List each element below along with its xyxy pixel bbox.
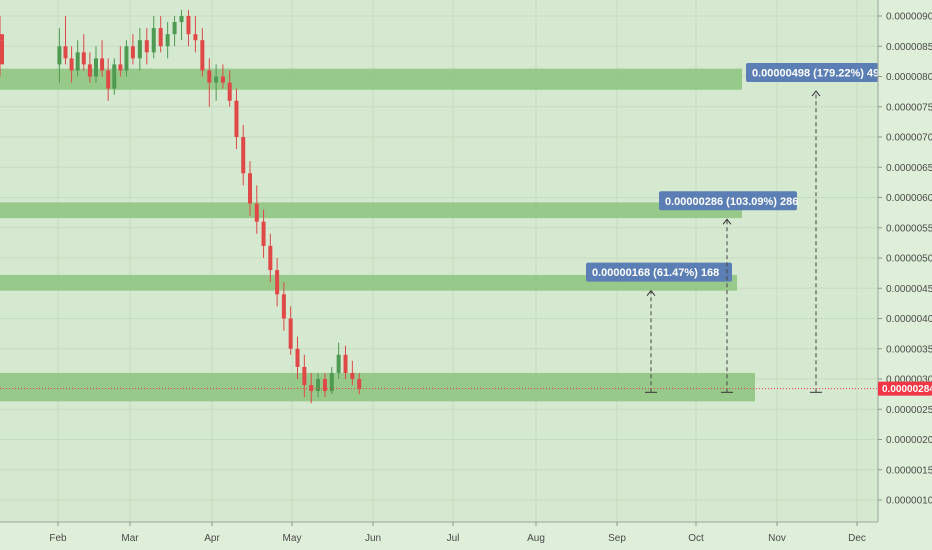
candle-body	[179, 16, 184, 23]
measure-label: 0.00000286 (103.09%) 286	[665, 196, 798, 208]
y-tick-label: 0.00000100	[886, 496, 932, 507]
measure-arrow	[811, 90, 821, 97]
candle-body	[302, 366, 307, 386]
measure-arrow	[722, 218, 732, 225]
candle-body	[165, 34, 170, 47]
zone-band	[0, 274, 737, 291]
x-tick-label: May	[283, 533, 302, 544]
candle-body	[343, 354, 348, 373]
x-tick-label: Jul	[447, 533, 460, 544]
candle-body	[75, 52, 80, 71]
candle-body	[241, 137, 246, 174]
candle-body	[281, 294, 286, 319]
candle-body	[275, 270, 280, 295]
zone-band	[0, 202, 742, 219]
candle-body	[112, 64, 117, 89]
x-tick-label: Apr	[204, 533, 220, 544]
x-tick-label: Aug	[527, 533, 545, 544]
candle-body	[207, 70, 212, 83]
candle-body	[100, 58, 105, 71]
current-price-tag: 0.00000284	[878, 381, 932, 396]
candle-body	[227, 82, 232, 101]
x-tick-label: Sep	[608, 533, 626, 544]
candle-body	[220, 76, 225, 83]
candle-body	[357, 379, 362, 389]
candle-body	[158, 28, 163, 47]
candle-body	[0, 40, 4, 65]
candles	[0, 9, 362, 404]
candle-body	[186, 16, 191, 35]
candle-body	[124, 46, 129, 71]
candle-body	[322, 379, 327, 392]
candle-body	[200, 40, 205, 71]
measure-label-box	[746, 63, 878, 83]
zone-band	[0, 68, 742, 90]
x-tick-label: Dec	[848, 533, 866, 544]
x-tick-label: Nov	[768, 533, 786, 544]
candle-body	[350, 372, 355, 379]
candle-body	[137, 40, 142, 59]
x-axis-ticks: Feb Mar Apr May Jun Jul Aug Sep Oct Nov Dec	[49, 522, 866, 544]
candle-body	[106, 70, 111, 89]
candle-body	[130, 46, 135, 59]
candle-body	[81, 52, 86, 65]
candle-body	[268, 245, 273, 271]
support-resistance-zones	[0, 68, 755, 402]
measure-arrow	[646, 289, 656, 296]
candle-body	[309, 385, 314, 392]
x-tick-label: Jun	[365, 533, 381, 544]
candle-body	[151, 28, 156, 53]
candle-body	[214, 76, 219, 83]
candle-body	[316, 379, 321, 392]
candle-body	[248, 173, 253, 204]
candle-body	[57, 46, 62, 65]
candle-body	[295, 348, 300, 367]
x-tick-label: Oct	[688, 533, 704, 544]
current-price-label: 0.00000284	[882, 384, 932, 395]
candle-body	[63, 46, 68, 59]
candle-body	[329, 372, 334, 392]
price-axis[interactable]	[878, 0, 932, 550]
candle-body	[234, 100, 239, 137]
candle-body	[144, 40, 149, 53]
x-tick-label: Mar	[121, 533, 139, 544]
measure-label: 0.00000498 (179.22%) 498	[752, 68, 885, 80]
candle-body	[288, 318, 293, 349]
measure-label-box	[586, 262, 732, 282]
zone-band	[0, 372, 755, 402]
candle-body	[336, 354, 341, 373]
candle-body	[118, 64, 123, 71]
candle-body	[193, 34, 198, 41]
candle-body	[87, 64, 92, 77]
price-range-measures: 0.00000168 (61.47%) 168 0.00000286 (103.0…	[586, 63, 885, 393]
candle-body	[172, 22, 177, 35]
candle-body	[261, 221, 266, 246]
time-axis[interactable]	[0, 522, 878, 550]
candle-body	[69, 58, 74, 71]
candle-body	[254, 203, 259, 222]
measure-label-box	[659, 191, 797, 211]
candle-body	[0, 34, 4, 41]
x-tick-label: Feb	[49, 533, 67, 544]
candle-body	[93, 58, 98, 77]
measure-label: 0.00000168 (61.47%) 168	[592, 267, 719, 279]
